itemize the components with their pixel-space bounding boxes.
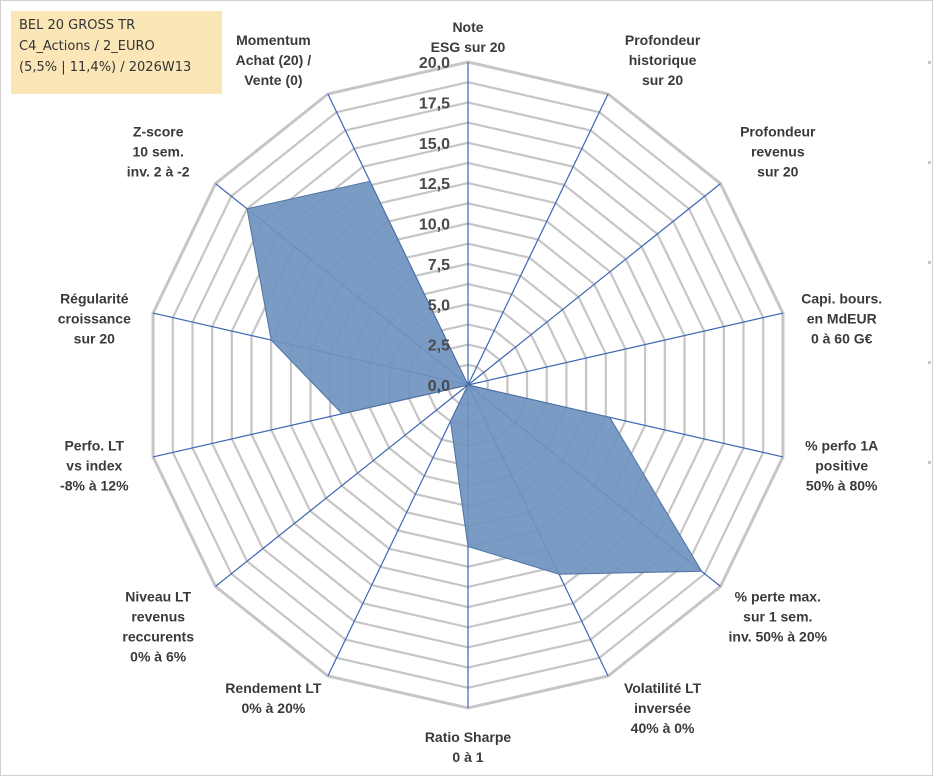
axis-label-line: sur 20 [642,72,683,88]
axis-label-line: Perfo. LT [64,438,124,454]
axis-label-line: revenus [751,144,805,160]
scroll-mark [928,261,931,264]
axis-label-line: Ratio Sharpe [425,729,512,745]
axis-label-line: 50% à 80% [806,478,878,494]
scroll-mark [928,61,931,64]
axis-label-line: Volatilité LT [624,680,702,696]
axis-spoke [467,312,784,386]
data-series [246,180,703,575]
tick-label: 12,5 [419,176,450,193]
axis-label-line: positive [815,458,868,474]
axis-label-line: 0% à 20% [241,700,305,716]
tick-label: 5,0 [428,297,450,314]
tick-label: 17,5 [419,95,450,112]
axis-label: Niveau LT revenus reccurents 0% à 6% [122,588,194,664]
scrollbar-track [928,61,931,581]
axis-label-line: 0 à 1 [452,749,483,765]
axis-label-line: Note [452,19,483,35]
axis-label-line: inv. 2 à -2 [127,164,190,180]
axis-label-line: sur 1 sem. [743,608,812,624]
axis-label-line: inv. 50% à 20% [729,628,828,644]
axis-label-line: 0% à 6% [130,648,187,664]
axis-label-line: revenus [131,608,185,624]
tick-label: 0,0 [428,378,450,395]
axis-label-line: historique [629,52,697,68]
axis-label-line: -8% à 12% [60,478,129,494]
axis-labels: Note ESG sur 20 Profondeur historique sur 20… [58,19,882,765]
axis-spoke [215,384,469,587]
axis-label: Profondeur historique sur 20 [625,32,701,88]
tick-labels: 0,0 2,5 5,0 7,5 10,0 12,5 15,0 17,5 20,0 [419,55,450,395]
axis-label-line: Régularité [60,290,129,306]
axis-spoke [327,384,469,677]
axis-label: % perfo 1A positive 50% à 80% [805,438,878,494]
axis-label-line: 40% à 0% [631,720,695,736]
axis-label: Note ESG sur 20 [431,19,506,55]
tick-label: 7,5 [428,257,450,274]
scroll-mark [928,361,931,364]
axis-label: Profondeur revenus sur 20 [740,124,816,180]
axis-label-line: Niveau LT [125,588,191,604]
data-area [246,180,703,575]
axis-label-line: Z-score [133,124,184,140]
axis-label-line: Momentum [236,32,311,48]
scroll-mark [928,161,931,164]
axis-label: Ratio Sharpe 0 à 1 [425,729,512,765]
axis-label-line: % perfo 1A [805,438,878,454]
axis-label: % perte max. sur 1 sem. inv. 50% à 20% [729,588,828,644]
axis-label-line: 10 sem. [133,144,184,160]
axis-label: Rendement LT 0% à 20% [225,680,322,716]
axis-label: Z-score 10 sem. inv. 2 à -2 [127,124,190,180]
axis-label: Momentum Achat (20) / Vente (0) [236,32,312,88]
axis-label-line: Capi. bours. [801,290,882,306]
axis-spoke [467,183,721,386]
axis-spoke [467,93,609,386]
axis-label-line: sur 20 [757,164,798,180]
axis-label: Perfo. LT vs index -8% à 12% [60,438,129,494]
axis-label-line: Profondeur [740,124,816,140]
info-box: BEL 20 GROSS TR C4_Actions / 2_EURO (5,5… [11,11,222,94]
axis-label-line: Profondeur [625,32,701,48]
info-title: BEL 20 GROSS TR [19,18,136,33]
tick-label: 20,0 [419,55,450,72]
tick-label: 10,0 [419,217,450,234]
axis-label: Volatilité LT inversée 40% à 0% [624,680,702,736]
tick-label: 15,0 [419,136,450,153]
axis-label-line: 0 à 60 G€ [811,330,873,346]
scroll-mark [928,461,931,464]
axis-label-line: en MdEUR [807,310,877,326]
axis-label-line: sur 20 [74,330,115,346]
axis-label-line: Achat (20) / [236,52,312,68]
tick-label: 2,5 [428,338,450,355]
info-period: (5,5% | 11,4%) / 2026W13 [19,60,192,75]
axis-label-line: inversée [634,700,691,716]
axis-label: Capi. bours. en MdEUR 0 à 60 G€ [801,290,882,346]
axis-label: Régularité croissance sur 20 [58,290,131,346]
info-category: C4_Actions / 2_EURO [19,39,155,54]
axis-label-line: reccurents [122,628,194,644]
axis-label-line: Rendement LT [225,680,322,696]
axis-label-line: % perte max. [735,588,821,604]
axis-label-line: vs index [66,458,122,474]
axis-label-line: croissance [58,310,131,326]
axis-label-line: Vente (0) [244,72,302,88]
axis-label-line: ESG sur 20 [431,39,506,55]
